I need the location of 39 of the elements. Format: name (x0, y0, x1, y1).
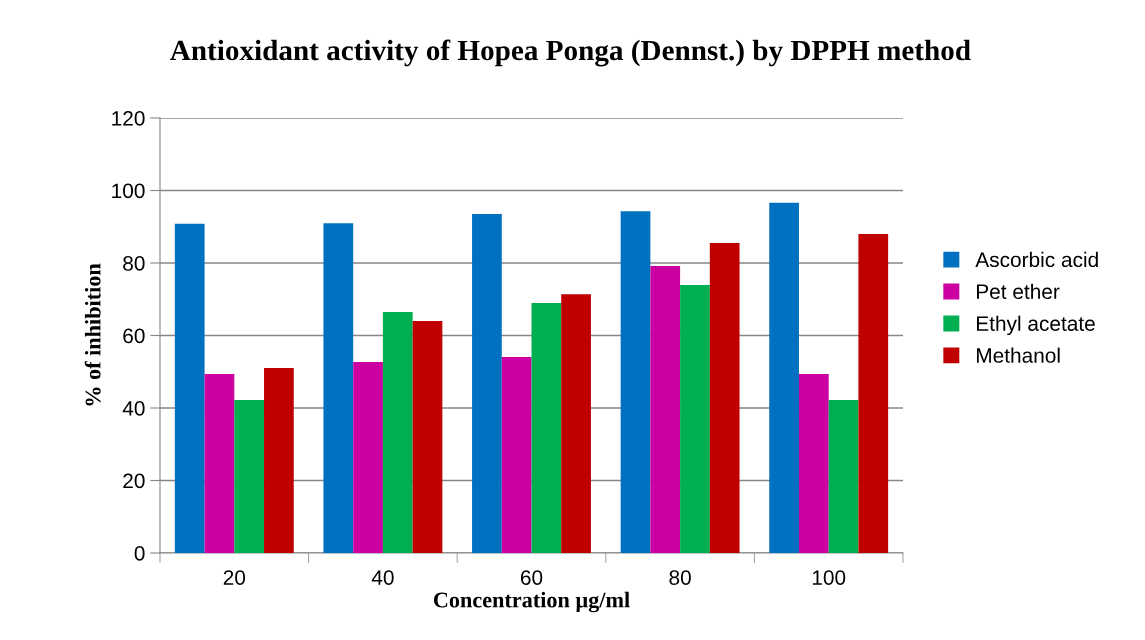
x-tick-label: 20 (223, 570, 246, 585)
bar (234, 400, 265, 553)
bar (382, 311, 413, 553)
bar (680, 285, 710, 553)
x-tick-label: 60 (520, 570, 543, 585)
bar (323, 223, 354, 553)
bar (858, 234, 889, 553)
bar (472, 214, 502, 553)
bar (531, 302, 562, 553)
bar (798, 373, 829, 553)
bar (412, 321, 443, 553)
chart-title: Antioxidant activity of Hopea Ponga (Dennst.) by DPPH method (170, 39, 971, 67)
legend-label: Methanol (977, 347, 1060, 363)
bar (620, 211, 651, 553)
y-tick-label: 60 (123, 328, 145, 344)
legend-label: Ascorbic acid (975, 251, 1098, 268)
y-tick-label: 100 (112, 183, 145, 199)
bar (501, 356, 532, 553)
y-tick-label: 20 (123, 473, 145, 489)
bar (353, 361, 383, 553)
bar (561, 294, 591, 553)
x-axis-title: Concentration µg/ml (433, 591, 630, 613)
y-tick-label: 80 (123, 256, 145, 271)
y-axis-title: % of inhibition (84, 263, 101, 406)
x-tick-label: 80 (669, 570, 691, 585)
bar (828, 400, 859, 553)
bar (650, 265, 681, 553)
bar (204, 373, 235, 553)
x-tick-label: 40 (371, 570, 394, 585)
bar (709, 243, 740, 553)
bar (264, 368, 294, 553)
bar (174, 223, 205, 553)
y-tick-label: 40 (122, 401, 145, 416)
legend-label: Ethyl acetate (977, 315, 1095, 336)
bar (769, 202, 799, 553)
y-tick-label: 0 (134, 546, 145, 561)
y-tick-label: 120 (112, 111, 145, 126)
x-tick-label: 100 (812, 570, 846, 585)
legend-label: Pet ether (977, 283, 1060, 300)
